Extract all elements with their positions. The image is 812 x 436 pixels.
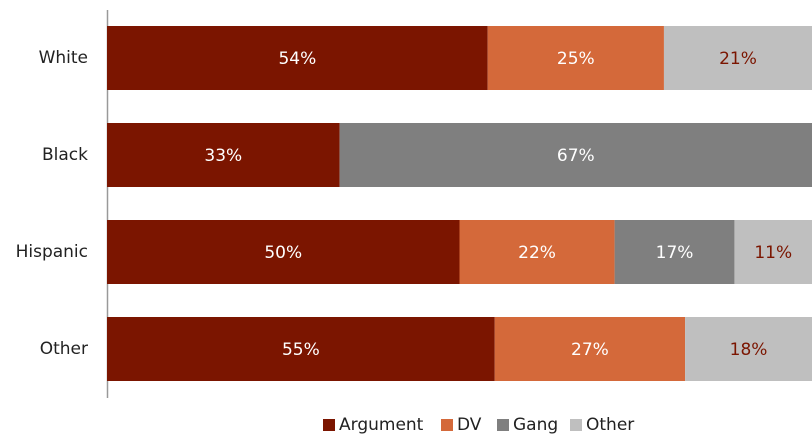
legend-label: Argument xyxy=(339,415,424,435)
bar-segment xyxy=(107,220,460,284)
legend-label: DV xyxy=(457,415,482,435)
bar-segment xyxy=(614,220,735,284)
bar-segment xyxy=(685,317,812,381)
data-label: 33% xyxy=(204,146,242,166)
bar-segment xyxy=(487,26,664,90)
data-label: 54% xyxy=(278,49,316,69)
data-label: 50% xyxy=(264,243,302,263)
bar-segment xyxy=(107,26,488,90)
bar-segment xyxy=(663,26,812,90)
legend-swatch xyxy=(497,419,509,431)
data-label: 25% xyxy=(557,49,595,69)
category-label: Black xyxy=(42,145,88,165)
bar-segment xyxy=(459,220,615,284)
legend-label: Other xyxy=(586,415,634,435)
bar-segment xyxy=(734,220,812,284)
category-label: Other xyxy=(40,339,88,359)
legend-swatch xyxy=(323,419,335,431)
category-label: White xyxy=(39,48,88,68)
data-label: 55% xyxy=(282,340,320,360)
legend-swatch xyxy=(570,419,582,431)
data-label: 67% xyxy=(557,146,595,166)
data-label: 11% xyxy=(754,243,792,263)
bar-segment xyxy=(494,317,686,381)
data-label: 27% xyxy=(571,340,609,360)
data-label: 17% xyxy=(656,243,694,263)
category-label: Hispanic xyxy=(16,242,88,262)
bar-segment xyxy=(107,123,340,187)
data-label: 18% xyxy=(730,340,768,360)
bar-segment xyxy=(339,123,812,187)
data-label: 22% xyxy=(518,243,556,263)
legend-label: Gang xyxy=(513,415,558,435)
legend-swatch xyxy=(441,419,453,431)
bar-segment xyxy=(107,317,495,381)
data-label: 21% xyxy=(719,49,757,69)
